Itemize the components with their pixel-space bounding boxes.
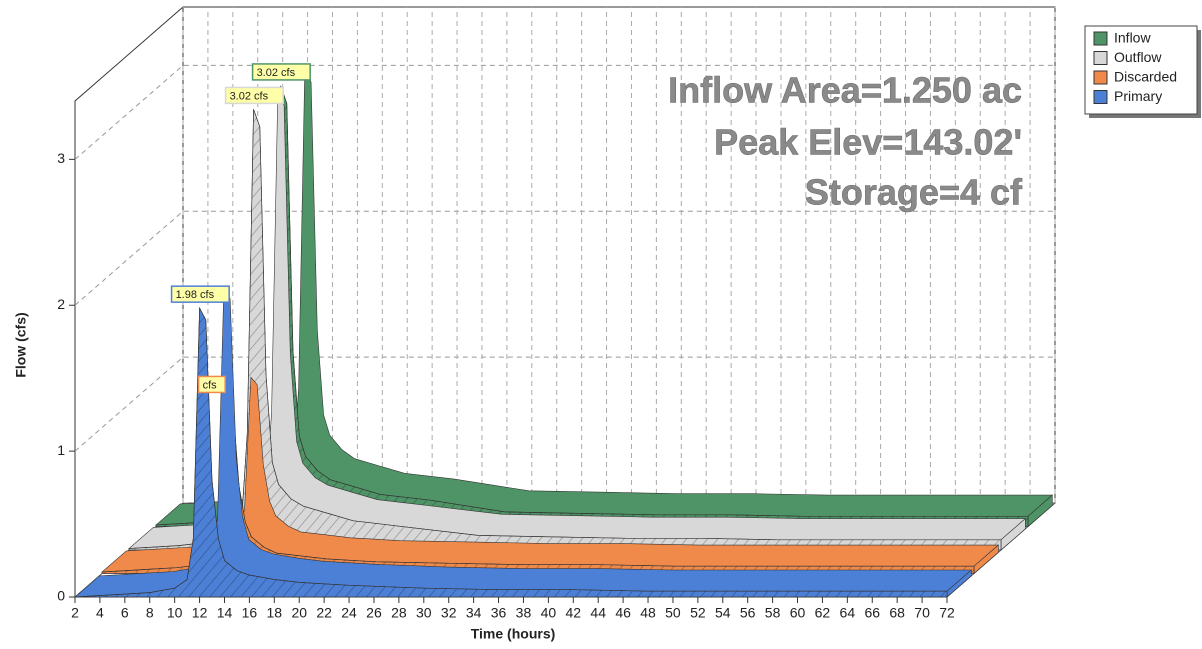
x-tick-label: 12	[192, 605, 208, 621]
x-tick-label: 8	[146, 605, 154, 621]
value-label-box	[197, 375, 226, 394]
x-tick-label: 50	[665, 605, 681, 621]
x-tick-label: 36	[491, 605, 507, 621]
y-tick-label: 2	[57, 296, 65, 312]
y-tick-label: 3	[57, 150, 65, 166]
legend-label: Inflow	[1114, 30, 1151, 46]
x-tick-label: 38	[516, 605, 532, 621]
x-tick-label: 6	[121, 605, 129, 621]
x-tick-label: 52	[690, 605, 706, 621]
value-label-box	[251, 63, 311, 81]
x-tick-label: 66	[864, 605, 880, 621]
x-tick-label: 64	[840, 605, 856, 621]
x-tick-label: 44	[590, 605, 606, 621]
x-tick-label: 2	[71, 605, 79, 621]
x-tick-label: 40	[541, 605, 557, 621]
x-tick-label: 14	[217, 605, 233, 621]
x-tick-label: 24	[341, 605, 357, 621]
y-tick-label: 0	[57, 588, 65, 604]
annotation: Peak Elev=143.02'	[714, 122, 1022, 163]
value-label-box	[170, 285, 230, 303]
back-wall	[182, 6, 1056, 504]
annotation: Storage=4 cf	[805, 172, 1023, 213]
y-tick-label: 1	[57, 442, 65, 458]
legend-swatch	[1093, 51, 1108, 65]
x-tick-label: 72	[939, 605, 955, 621]
x-tick-label: 32	[441, 605, 457, 621]
x-tick-label: 22	[316, 605, 332, 621]
x-tick-label: 30	[416, 605, 432, 621]
left-wall	[74, 6, 184, 597]
grid-line	[74, 210, 1055, 306]
x-tick-label: 58	[765, 605, 781, 621]
x-tick-label: 70	[914, 605, 930, 621]
value-label: 1.98 cfs	[176, 289, 215, 301]
x-tick-label: 10	[167, 605, 183, 621]
x-tick-label: 68	[889, 605, 905, 621]
y-axis-label: Flow (cfs)	[13, 312, 29, 377]
x-axis-label: Time (hours)	[471, 626, 556, 642]
x-tick-label: 34	[466, 605, 482, 621]
value-label: 3.02 cfs	[230, 90, 269, 102]
x-tick-label: 18	[267, 605, 283, 621]
x-tick-label: 16	[242, 605, 258, 621]
x-tick-label: 62	[815, 605, 831, 621]
legend-swatch	[1093, 31, 1108, 46]
grid-line	[74, 356, 1055, 452]
legend-label: Primary	[1114, 88, 1162, 104]
legend-swatch	[1093, 70, 1108, 85]
legend-label: Outflow	[1114, 49, 1162, 65]
annotation: Inflow Area=1.250 ac	[668, 70, 1022, 111]
legend-label: Discarded	[1114, 69, 1177, 85]
x-tick-label: 26	[366, 605, 382, 621]
x-tick-label: 54	[715, 605, 731, 621]
x-tick-label: 56	[740, 605, 756, 621]
x-tick-label: 4	[96, 605, 104, 621]
x-tick-label: 46	[615, 605, 631, 621]
x-tick-label: 20	[291, 605, 307, 621]
value-label-box	[224, 86, 284, 105]
legend-swatch	[1093, 90, 1108, 104]
x-tick-label: 60	[790, 605, 806, 621]
x-tick-label: 42	[565, 605, 581, 621]
grid-line	[74, 64, 1055, 160]
x-tick-label: 28	[391, 605, 407, 621]
x-tick-label: 48	[640, 605, 656, 621]
value-label: 3.02 cfs	[257, 67, 296, 79]
value-label: cfs	[203, 379, 218, 391]
